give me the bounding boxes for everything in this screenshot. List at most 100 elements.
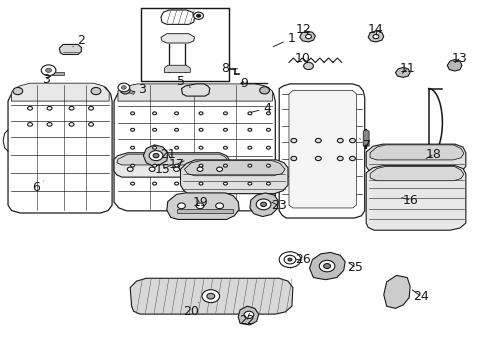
Circle shape [267, 164, 270, 167]
Circle shape [223, 182, 227, 185]
Circle shape [131, 112, 135, 115]
Circle shape [316, 138, 321, 143]
Circle shape [153, 129, 157, 131]
Text: 26: 26 [295, 253, 311, 266]
Circle shape [199, 112, 203, 115]
Circle shape [153, 112, 157, 115]
Circle shape [199, 182, 203, 185]
Text: 10: 10 [294, 51, 311, 64]
Text: 8: 8 [221, 62, 238, 75]
Circle shape [288, 258, 292, 261]
Circle shape [199, 164, 203, 167]
Circle shape [291, 156, 297, 161]
Circle shape [304, 62, 314, 69]
Circle shape [349, 156, 355, 161]
Circle shape [196, 14, 200, 17]
Circle shape [306, 35, 312, 39]
Circle shape [199, 146, 203, 149]
Circle shape [153, 146, 157, 149]
Circle shape [47, 107, 52, 110]
Polygon shape [395, 67, 410, 77]
Circle shape [122, 86, 126, 89]
FancyBboxPatch shape [142, 8, 229, 81]
Circle shape [324, 264, 331, 269]
Text: 11: 11 [399, 62, 415, 75]
Circle shape [207, 293, 215, 299]
Text: 15: 15 [155, 163, 172, 176]
Polygon shape [118, 84, 272, 101]
Polygon shape [363, 130, 369, 146]
Circle shape [223, 146, 227, 149]
Circle shape [223, 164, 227, 167]
Circle shape [131, 182, 135, 185]
Circle shape [267, 146, 270, 149]
Circle shape [216, 203, 223, 209]
Circle shape [337, 138, 343, 143]
Text: 5: 5 [177, 75, 190, 87]
Text: 19: 19 [192, 197, 208, 210]
Circle shape [69, 107, 74, 110]
Circle shape [41, 65, 56, 76]
Polygon shape [130, 278, 293, 314]
Text: 7: 7 [360, 139, 371, 152]
Circle shape [196, 203, 204, 209]
Circle shape [279, 252, 301, 267]
Circle shape [153, 182, 157, 185]
Text: 25: 25 [347, 261, 364, 274]
Polygon shape [126, 89, 135, 94]
Text: 2: 2 [73, 34, 85, 48]
Polygon shape [447, 59, 462, 71]
Circle shape [174, 164, 178, 167]
Circle shape [177, 203, 185, 209]
Circle shape [244, 311, 254, 319]
Polygon shape [167, 193, 239, 220]
Circle shape [27, 123, 32, 126]
Polygon shape [161, 34, 195, 43]
Text: 9: 9 [240, 77, 253, 90]
Polygon shape [370, 145, 464, 160]
Polygon shape [370, 166, 464, 181]
Circle shape [194, 12, 203, 19]
Circle shape [267, 182, 270, 185]
Polygon shape [117, 154, 227, 165]
Circle shape [267, 112, 270, 115]
Circle shape [319, 260, 335, 272]
Circle shape [121, 87, 130, 94]
Circle shape [173, 167, 179, 171]
Text: 14: 14 [368, 23, 384, 36]
Circle shape [174, 112, 178, 115]
Circle shape [174, 182, 178, 185]
Circle shape [260, 87, 270, 94]
Polygon shape [144, 145, 168, 166]
Circle shape [131, 129, 135, 131]
Circle shape [202, 290, 220, 303]
Text: 4: 4 [251, 102, 271, 115]
Polygon shape [8, 85, 112, 213]
Circle shape [13, 87, 23, 95]
Circle shape [149, 167, 155, 171]
Text: 3: 3 [132, 83, 147, 96]
Text: 12: 12 [296, 23, 312, 36]
Text: 6: 6 [32, 181, 44, 194]
Polygon shape [184, 161, 285, 176]
Polygon shape [181, 84, 210, 96]
Circle shape [174, 129, 178, 131]
Text: 20: 20 [183, 303, 199, 319]
Text: 21: 21 [160, 148, 176, 161]
Circle shape [199, 129, 203, 131]
Circle shape [248, 182, 252, 185]
Circle shape [217, 167, 222, 171]
Polygon shape [164, 65, 190, 72]
Polygon shape [366, 144, 466, 174]
Polygon shape [180, 160, 288, 194]
Circle shape [261, 202, 267, 207]
Circle shape [27, 107, 32, 110]
Circle shape [91, 87, 101, 95]
Polygon shape [310, 252, 345, 280]
Text: 3: 3 [42, 73, 51, 86]
Polygon shape [366, 166, 466, 230]
Text: 1: 1 [273, 32, 295, 47]
Circle shape [153, 164, 157, 167]
Circle shape [256, 199, 271, 210]
Polygon shape [114, 153, 229, 177]
